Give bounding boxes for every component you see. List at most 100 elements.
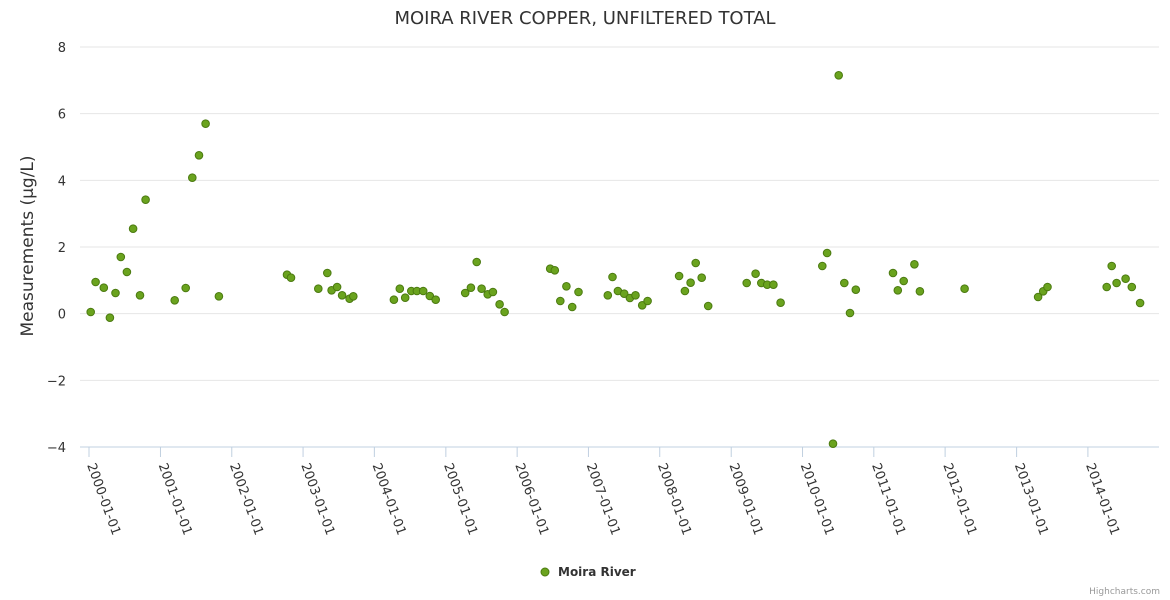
data-point[interactable] bbox=[567, 302, 577, 312]
data-point[interactable] bbox=[323, 268, 332, 278]
data-point[interactable] bbox=[1043, 282, 1052, 292]
data-point[interactable] bbox=[574, 287, 583, 297]
x-tick-label: 2003-01-01 bbox=[297, 461, 337, 537]
x-tick-label: 2005-01-01 bbox=[440, 461, 480, 537]
data-point[interactable] bbox=[608, 272, 617, 282]
data-point[interactable] bbox=[99, 283, 109, 293]
x-tick-label: 2013-01-01 bbox=[1011, 461, 1051, 537]
data-point[interactable] bbox=[556, 296, 565, 306]
data-point[interactable] bbox=[1127, 282, 1137, 292]
data-point[interactable] bbox=[742, 278, 752, 288]
data-point[interactable] bbox=[562, 282, 571, 291]
data-point[interactable] bbox=[116, 252, 126, 262]
legend-item-moira-river[interactable]: Moira River bbox=[558, 565, 636, 579]
data-point[interactable] bbox=[181, 283, 190, 293]
data-point[interactable] bbox=[500, 307, 509, 317]
y-axis-ticks: −4 −2 0 2 4 6 8 bbox=[47, 41, 66, 456]
data-point[interactable] bbox=[899, 276, 909, 286]
y-axis-label: Measurements (µg/L) bbox=[18, 155, 38, 336]
data-point[interactable] bbox=[201, 119, 210, 128]
data-point[interactable] bbox=[703, 301, 713, 311]
data-point[interactable] bbox=[888, 268, 898, 278]
data-point[interactable] bbox=[769, 280, 778, 290]
data-point[interactable] bbox=[337, 291, 347, 300]
y-tick-label: 8 bbox=[58, 41, 66, 56]
data-point[interactable] bbox=[332, 282, 342, 292]
credits-link[interactable]: Highcharts.com bbox=[1089, 587, 1160, 597]
data-point[interactable] bbox=[603, 291, 613, 300]
data-point[interactable] bbox=[1102, 282, 1111, 292]
x-tick-label: 2004-01-01 bbox=[369, 461, 409, 537]
data-point[interactable] bbox=[418, 286, 428, 296]
data-point[interactable] bbox=[840, 278, 849, 288]
data-point[interactable] bbox=[631, 291, 640, 300]
data-point[interactable] bbox=[91, 277, 100, 287]
data-point[interactable] bbox=[141, 195, 150, 204]
data-point[interactable] bbox=[1121, 274, 1130, 284]
data-point[interactable] bbox=[776, 298, 785, 308]
data-point[interactable] bbox=[818, 261, 827, 271]
chart-title: MOIRA RIVER COPPER, UNFILTERED TOTAL bbox=[394, 8, 775, 29]
data-point[interactable] bbox=[400, 293, 410, 303]
legend-marker bbox=[540, 567, 550, 577]
data-point[interactable] bbox=[122, 267, 132, 277]
y-tick-label: 6 bbox=[58, 108, 66, 123]
data-point[interactable] bbox=[128, 224, 138, 233]
data-point[interactable] bbox=[477, 284, 486, 294]
data-point[interactable] bbox=[828, 439, 838, 449]
x-tick-label: 2009-01-01 bbox=[725, 461, 765, 537]
y-tick-label: 4 bbox=[58, 174, 66, 189]
data-point[interactable] bbox=[349, 292, 358, 301]
data-point[interactable] bbox=[643, 296, 652, 306]
x-tick-label: 2014-01-01 bbox=[1082, 461, 1122, 537]
legend[interactable]: Moira River bbox=[540, 565, 636, 579]
data-point[interactable] bbox=[488, 287, 498, 297]
data-point[interactable] bbox=[431, 295, 441, 305]
grid-lines bbox=[80, 46, 1159, 381]
y-tick-label: 2 bbox=[58, 241, 66, 256]
data-point[interactable] bbox=[851, 285, 861, 295]
data-point[interactable] bbox=[1135, 298, 1145, 308]
data-point[interactable] bbox=[472, 257, 482, 267]
data-point[interactable] bbox=[105, 313, 115, 323]
data-point[interactable] bbox=[686, 278, 695, 288]
data-point[interactable] bbox=[550, 266, 560, 275]
data-point[interactable] bbox=[170, 296, 179, 305]
data-point[interactable] bbox=[1107, 261, 1116, 271]
data-point[interactable] bbox=[1112, 278, 1121, 288]
data-point[interactable] bbox=[314, 284, 323, 294]
x-tick-label: 2007-01-01 bbox=[583, 461, 623, 537]
data-point[interactable] bbox=[214, 292, 224, 301]
data-point[interactable] bbox=[834, 71, 844, 80]
data-point[interactable] bbox=[86, 307, 95, 317]
data-point[interactable] bbox=[680, 286, 690, 296]
data-point[interactable] bbox=[111, 288, 120, 298]
data-point[interactable] bbox=[893, 286, 903, 295]
data-point[interactable] bbox=[495, 300, 504, 309]
data-point[interactable] bbox=[194, 151, 204, 160]
series-moira-river bbox=[86, 71, 1145, 449]
y-tick-label: −4 bbox=[47, 441, 66, 456]
data-point[interactable] bbox=[466, 283, 476, 293]
data-point[interactable] bbox=[389, 295, 399, 305]
data-point[interactable] bbox=[286, 273, 296, 283]
data-point[interactable] bbox=[460, 288, 470, 298]
data-point[interactable] bbox=[1033, 292, 1043, 302]
x-tick-label: 2001-01-01 bbox=[155, 461, 195, 537]
data-point[interactable] bbox=[845, 308, 855, 318]
y-tick-label: −2 bbox=[47, 374, 66, 389]
data-point[interactable] bbox=[619, 289, 629, 299]
data-point[interactable] bbox=[910, 260, 919, 269]
data-point[interactable] bbox=[822, 248, 832, 258]
data-point[interactable] bbox=[915, 287, 925, 296]
data-point[interactable] bbox=[751, 269, 760, 279]
data-point[interactable] bbox=[395, 284, 405, 294]
data-point[interactable] bbox=[135, 291, 145, 300]
data-point[interactable] bbox=[691, 258, 701, 268]
data-point[interactable] bbox=[188, 173, 197, 182]
x-axis-ticks: 2000-01-01 2001-01-01 2002-01-01 2003-01-01… bbox=[83, 447, 1122, 537]
data-point[interactable] bbox=[697, 273, 707, 283]
data-point[interactable] bbox=[960, 284, 969, 294]
data-point[interactable] bbox=[674, 271, 684, 281]
